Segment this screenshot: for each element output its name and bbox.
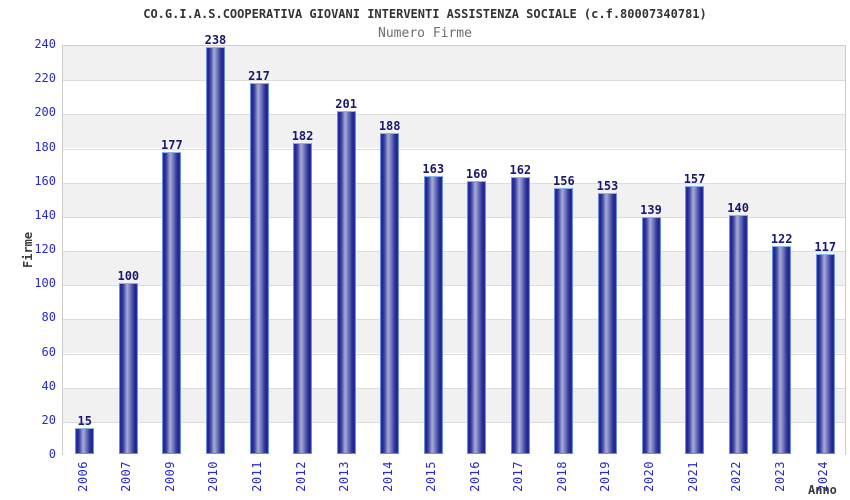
bar-value-label: 162 [509, 163, 532, 178]
bar-value-label: 15 [77, 414, 92, 429]
grid-band [63, 216, 845, 251]
grid-band [63, 148, 845, 183]
bar-2021 [685, 185, 705, 454]
grid-band [63, 421, 845, 456]
grid-line [63, 183, 845, 184]
bar-value-label: 160 [465, 166, 488, 181]
bar-2007 [118, 283, 138, 454]
bar-value-label: 157 [683, 171, 706, 186]
grid-line [63, 217, 845, 218]
y-tick-label: 120 [34, 242, 56, 256]
plot-area: 15 100 177 238 217 182 201 188 163 160 162 156 153 13… [62, 33, 846, 456]
x-tick-label: 2006 [75, 461, 90, 492]
y-tick-label: 0 [48, 447, 56, 461]
grid-line [63, 354, 845, 355]
bar-value-label: 182 [291, 129, 314, 144]
bar-2009 [162, 151, 182, 454]
grid-line [63, 80, 845, 81]
x-tick-label: 2020 [642, 461, 656, 492]
y-tick-label: 140 [34, 207, 56, 222]
chart-title: CO.G.I.A.S.COOPERATIVA GIOVANI INTERVENT… [143, 7, 707, 21]
x-tick-label: 2015 [424, 461, 439, 492]
x-axis-title: Anno [808, 483, 837, 497]
x-tick-label: 2017 [511, 461, 526, 492]
bar-2011 [249, 83, 269, 454]
y-tick-label: 20 [41, 412, 56, 427]
x-tick-label: 2014 [380, 461, 395, 492]
grid-band [63, 46, 845, 81]
bar-2018 [554, 187, 574, 454]
bar-value-label: 117 [814, 240, 837, 255]
y-tick-label: 240 [34, 37, 56, 51]
y-tick-label: 180 [34, 139, 56, 154]
chart-subtitle: Numero Firme [378, 26, 472, 41]
bar-2013 [336, 110, 356, 454]
bar-value-label: 140 [727, 200, 749, 215]
bar-value-label: 163 [422, 161, 445, 176]
bar-2019 [597, 192, 617, 454]
bar-value-label: 177 [161, 137, 183, 152]
bar-value-label: 122 [770, 231, 793, 246]
grid-band [63, 80, 845, 115]
y-tick-label: 40 [41, 378, 56, 393]
x-tick-label: 2021 [685, 461, 700, 492]
grid-band [63, 182, 845, 217]
bar-2012 [293, 143, 313, 454]
bar-value-label: 139 [640, 202, 662, 217]
bar-value-label: 153 [596, 178, 619, 193]
x-tick-label: 2010 [206, 461, 221, 492]
grid-line [63, 422, 845, 423]
y-tick-label: 220 [34, 71, 56, 86]
grid-line [63, 251, 845, 252]
y-tick-label: 80 [41, 310, 56, 325]
bar-value-label: 217 [248, 69, 270, 84]
grid-line [63, 285, 845, 286]
x-tick-label: 2022 [729, 461, 744, 492]
bar-2006 [75, 428, 95, 454]
grid-band [63, 285, 845, 320]
bar-2020 [641, 216, 661, 454]
x-tick-label: 2018 [554, 461, 569, 492]
x-tick-label: 2013 [337, 461, 352, 492]
grid-line [63, 149, 845, 150]
bar-value-label: 238 [204, 33, 227, 48]
grid-band [63, 319, 845, 354]
y-tick-label: 160 [34, 173, 56, 188]
bar-2022 [728, 214, 748, 454]
bar-value-label: 201 [335, 96, 357, 111]
y-tick-label: 100 [34, 276, 56, 291]
x-tick-label: 2009 [162, 461, 177, 492]
grid-line [63, 114, 845, 115]
x-tick-label: 2019 [598, 461, 613, 492]
x-tick-label: 2012 [293, 461, 308, 492]
x-tick-label: 2007 [119, 461, 134, 492]
bar-value-label: 188 [378, 118, 401, 133]
bar-2015 [423, 175, 443, 454]
bar-2024 [815, 254, 835, 454]
y-tick-label: 200 [34, 105, 56, 120]
bar-2010 [205, 47, 225, 454]
y-tick-label: 60 [41, 344, 56, 359]
grid-band [63, 387, 845, 422]
bar-value-label: 156 [553, 173, 575, 188]
x-tick-label: 2023 [772, 461, 787, 492]
bar-2017 [510, 177, 530, 454]
bar-2023 [772, 245, 792, 454]
grid-line [63, 319, 845, 320]
bar-2014 [380, 132, 400, 454]
grid-band [63, 114, 845, 149]
grid-band [63, 251, 845, 286]
x-tick-label: 2011 [250, 461, 264, 492]
bar-value-label: 100 [117, 269, 140, 284]
x-tick-label: 2016 [467, 461, 482, 492]
grid-line [63, 388, 845, 389]
grid-band [63, 353, 845, 388]
bar-2016 [467, 180, 487, 454]
